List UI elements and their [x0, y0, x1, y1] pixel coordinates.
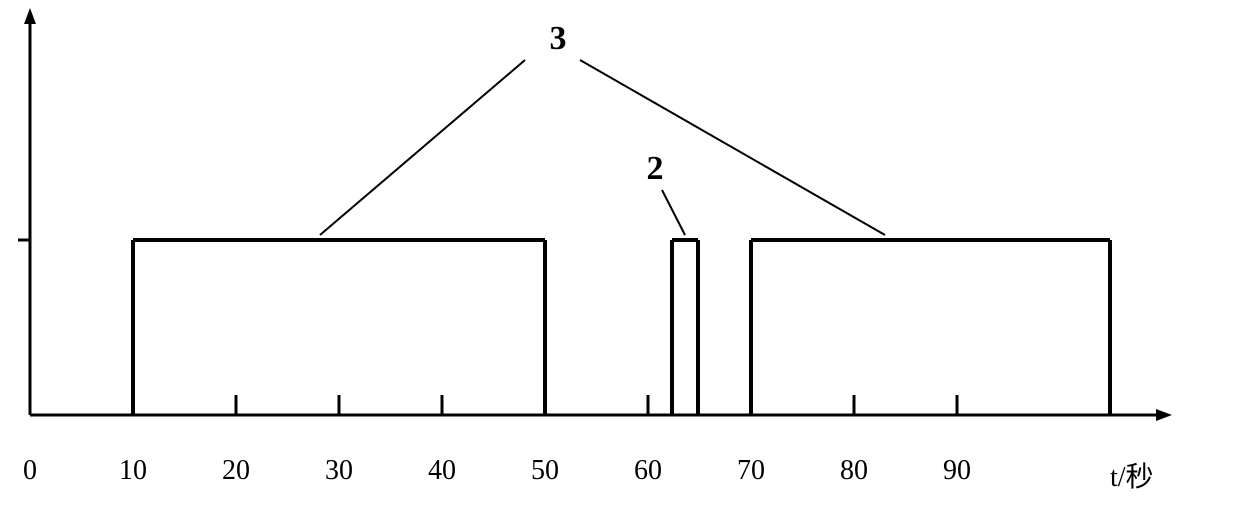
callout-label-3: 3 [538, 20, 578, 58]
x-axis-label: t/秒 [1110, 455, 1154, 495]
x-tick-label: 0 [0, 455, 60, 487]
x-tick-label: 90 [927, 455, 987, 487]
x-tick-label: 80 [824, 455, 884, 487]
x-tick-label: 30 [309, 455, 369, 487]
x-tick-label: 70 [721, 455, 781, 487]
x-tick-label: 10 [103, 455, 163, 487]
timing-diagram [0, 0, 1239, 510]
x-tick-label: 20 [206, 455, 266, 487]
callout-label-2: 2 [635, 150, 675, 188]
x-tick-label: 40 [412, 455, 472, 487]
x-tick-label: 50 [515, 455, 575, 487]
x-tick-label: 60 [618, 455, 678, 487]
